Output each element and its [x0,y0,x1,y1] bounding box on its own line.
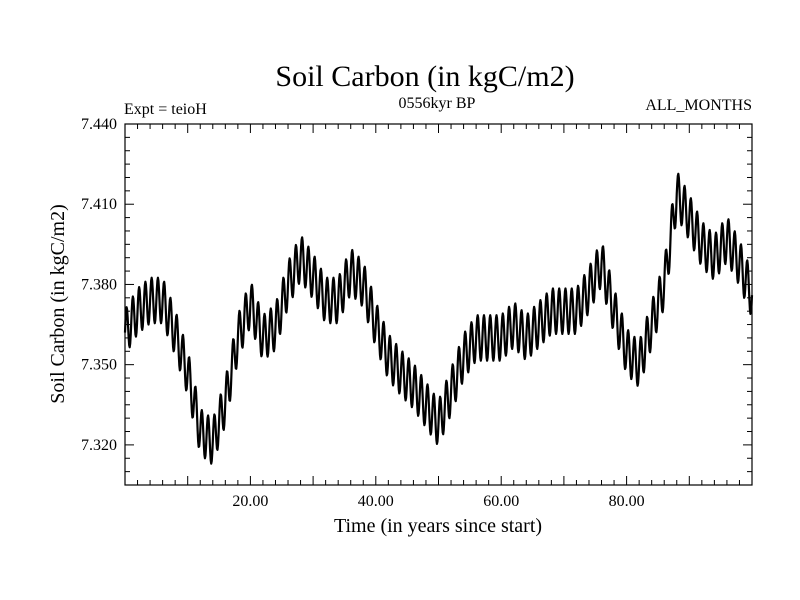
x-axis-label: Time (in years since start) [334,515,542,537]
period-label: 0556kyr BP [399,95,476,112]
y-tick-label: 7.440 [81,116,117,133]
plot-frame [124,123,753,486]
y-axis-label: Soil Carbon (in kgC/m2) [47,204,69,403]
series-line-soil-carbon [123,172,754,465]
months-label: ALL_MONTHS [645,97,752,114]
y-tick-labels: 7.320 7.350 7.380 7.410 7.440 [81,116,117,454]
experiment-label: Expt = teioH [124,101,207,118]
y-tick-label: 7.350 [81,357,117,374]
x-tick-labels: 20.00 40.00 60.00 80.00 [232,493,644,510]
y-tick-label: 7.410 [81,196,117,213]
x-tick-label: 20.00 [232,493,268,510]
x-tick-label: 80.00 [609,493,645,510]
chart-title: Soil Carbon (in kgC/m2) [275,60,574,93]
x-tick-label: 60.00 [483,493,519,510]
y-tick-label: 7.380 [81,276,117,293]
y-tick-label: 7.320 [81,437,117,454]
x-tick-label: 40.00 [358,493,394,510]
